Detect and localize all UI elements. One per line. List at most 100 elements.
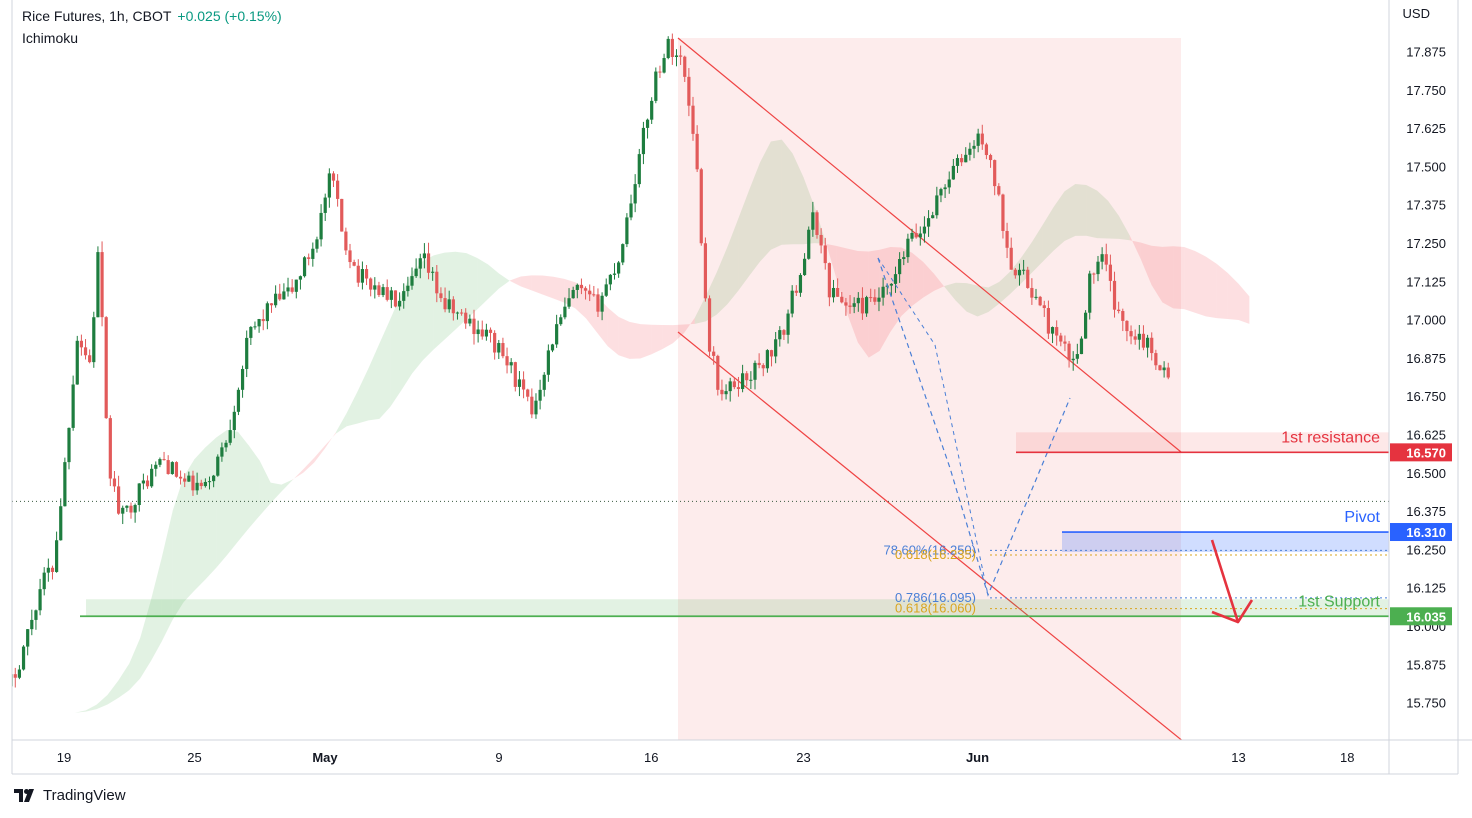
cloud-segment [988, 281, 1000, 312]
candle-body [699, 169, 703, 244]
cloud-segment [205, 437, 217, 580]
cloud-segment [1031, 224, 1043, 273]
candle-body [786, 313, 790, 335]
cloud-segment [433, 252, 445, 350]
cloud-segment [738, 190, 750, 291]
cloud-segment [292, 469, 304, 481]
y-tick-label: 17.125 [1406, 274, 1446, 289]
candle-body [823, 245, 827, 264]
candle-body [26, 629, 30, 647]
candle-body [34, 610, 38, 620]
candle-body [191, 475, 195, 491]
candle-body [340, 198, 344, 232]
candle-body [406, 285, 410, 292]
candle-body [385, 287, 389, 300]
tradingview-logo[interactable]: TradingView [14, 787, 126, 804]
candle-body [240, 368, 245, 390]
chart-header: Rice Futures, 1h, CBOT +0.025 (+0.15%) [22, 8, 282, 24]
fib-label: 78.60%(16.250) [883, 542, 976, 557]
level-price: 16.570 [1406, 445, 1446, 460]
candle-body [1133, 336, 1137, 340]
indicator-label: Ichimoku [22, 30, 79, 46]
candle-body [931, 215, 935, 219]
candle-body [497, 343, 501, 353]
cloud-segment [912, 252, 924, 306]
candle-body [794, 290, 798, 293]
candle-body [439, 293, 443, 299]
candle-body [1063, 341, 1067, 344]
currency-label: USD [1402, 6, 1430, 21]
candle-body [145, 480, 150, 487]
candle-body [914, 232, 918, 238]
channel-shade [678, 38, 1181, 740]
plot-area[interactable]: 78.60%(16.250)0.618(16.235) 0.786(16.095)… [10, 33, 1389, 755]
y-tick-label: 16.500 [1406, 466, 1446, 481]
candle-body [807, 229, 811, 259]
candle-body [575, 284, 579, 290]
y-tick-label: 17.875 [1406, 45, 1446, 60]
y-tick-label: 16.375 [1406, 504, 1446, 519]
candle-body [769, 350, 774, 357]
candle-body [426, 253, 431, 273]
candle-body [617, 262, 621, 274]
candle-body [658, 71, 662, 73]
candle-body [414, 268, 418, 277]
candle-body [389, 290, 393, 300]
level-price-tag [1390, 607, 1452, 626]
candle-body [811, 212, 815, 230]
cloud-segment [477, 258, 489, 310]
y-tick-label: 16.750 [1406, 389, 1446, 404]
tradingview-icon [14, 789, 34, 802]
cloud-segment [520, 275, 532, 291]
candle-body [592, 294, 596, 296]
candle-body [377, 285, 381, 296]
candle-body [59, 506, 63, 541]
candle-body [1030, 287, 1034, 298]
candle-body [588, 290, 592, 295]
cloud-segment [944, 282, 956, 301]
channel-upper-line [677, 37, 1182, 453]
candle-body [1038, 296, 1042, 306]
candle-body [137, 483, 141, 506]
candle-body [88, 355, 92, 363]
cloud-segment [564, 278, 576, 309]
level-labels: 1st resistance 16.570 Pivot 16.310 1st Suppo… [1281, 429, 1452, 626]
y-tick-label: 17.500 [1406, 159, 1446, 174]
candle-body [753, 362, 757, 380]
cloud-segment [444, 251, 456, 340]
candle-body [410, 276, 414, 286]
candle-body [224, 442, 228, 448]
candle-body [203, 481, 207, 487]
candle-body [1158, 365, 1162, 371]
candle-body [815, 212, 819, 235]
fib-label: 0.618(16.060) [895, 601, 976, 616]
candle-body [75, 340, 79, 385]
candle-body [261, 319, 265, 322]
candle-body [782, 330, 786, 335]
candle-body [943, 187, 947, 190]
cloud-segment [1151, 245, 1163, 303]
cloud-segment [281, 479, 293, 492]
candle-body [323, 197, 327, 213]
y-tick-label: 17.000 [1406, 313, 1446, 328]
candle-body [257, 319, 261, 327]
cloud-segment [74, 710, 86, 713]
candle-body [112, 478, 117, 487]
cloud-segment [749, 162, 760, 276]
cloud-segment [357, 368, 369, 424]
cloud-segment [868, 249, 880, 358]
cloud-segment [161, 510, 173, 642]
y-tick-label: 15.750 [1406, 696, 1446, 711]
candle-body [869, 297, 873, 299]
cloud-segment [934, 273, 945, 291]
cloud-segment [129, 638, 141, 691]
candle-body [1096, 261, 1100, 275]
candle-body [604, 284, 608, 296]
cloud-segment [651, 324, 663, 355]
candle-body [1100, 254, 1104, 262]
level-price: 16.310 [1406, 525, 1446, 540]
candle-body [683, 56, 687, 77]
cloud-segment [955, 282, 967, 312]
candle-body [455, 312, 460, 314]
